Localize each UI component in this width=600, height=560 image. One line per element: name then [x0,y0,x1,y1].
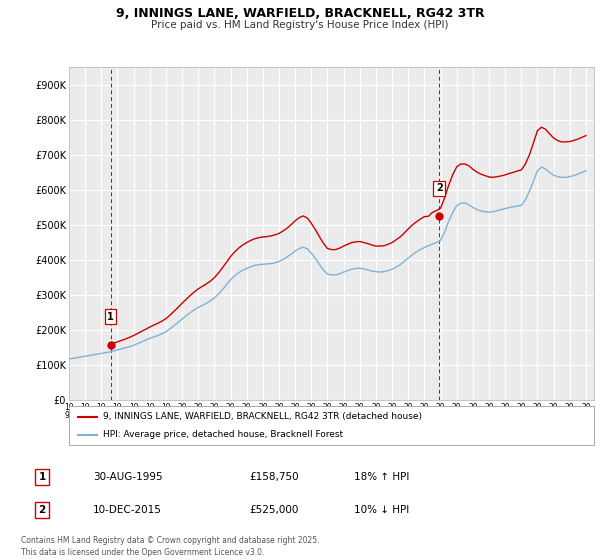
Text: 2: 2 [436,183,443,193]
Text: Price paid vs. HM Land Registry's House Price Index (HPI): Price paid vs. HM Land Registry's House … [151,20,449,30]
Text: 9, INNINGS LANE, WARFIELD, BRACKNELL, RG42 3TR (detached house): 9, INNINGS LANE, WARFIELD, BRACKNELL, RG… [103,412,422,421]
Text: 30-AUG-1995: 30-AUG-1995 [93,472,163,482]
Text: Contains HM Land Registry data © Crown copyright and database right 2025.
This d: Contains HM Land Registry data © Crown c… [21,536,320,557]
Text: £158,750: £158,750 [249,472,299,482]
Text: 2: 2 [38,505,46,515]
Text: HPI: Average price, detached house, Bracknell Forest: HPI: Average price, detached house, Brac… [103,430,343,439]
Text: 1: 1 [38,472,46,482]
Text: 18% ↑ HPI: 18% ↑ HPI [354,472,409,482]
Text: £525,000: £525,000 [249,505,298,515]
Text: 10-DEC-2015: 10-DEC-2015 [93,505,162,515]
Text: 1: 1 [107,312,114,321]
Text: 10% ↓ HPI: 10% ↓ HPI [354,505,409,515]
Text: 9, INNINGS LANE, WARFIELD, BRACKNELL, RG42 3TR: 9, INNINGS LANE, WARFIELD, BRACKNELL, RG… [116,7,484,20]
